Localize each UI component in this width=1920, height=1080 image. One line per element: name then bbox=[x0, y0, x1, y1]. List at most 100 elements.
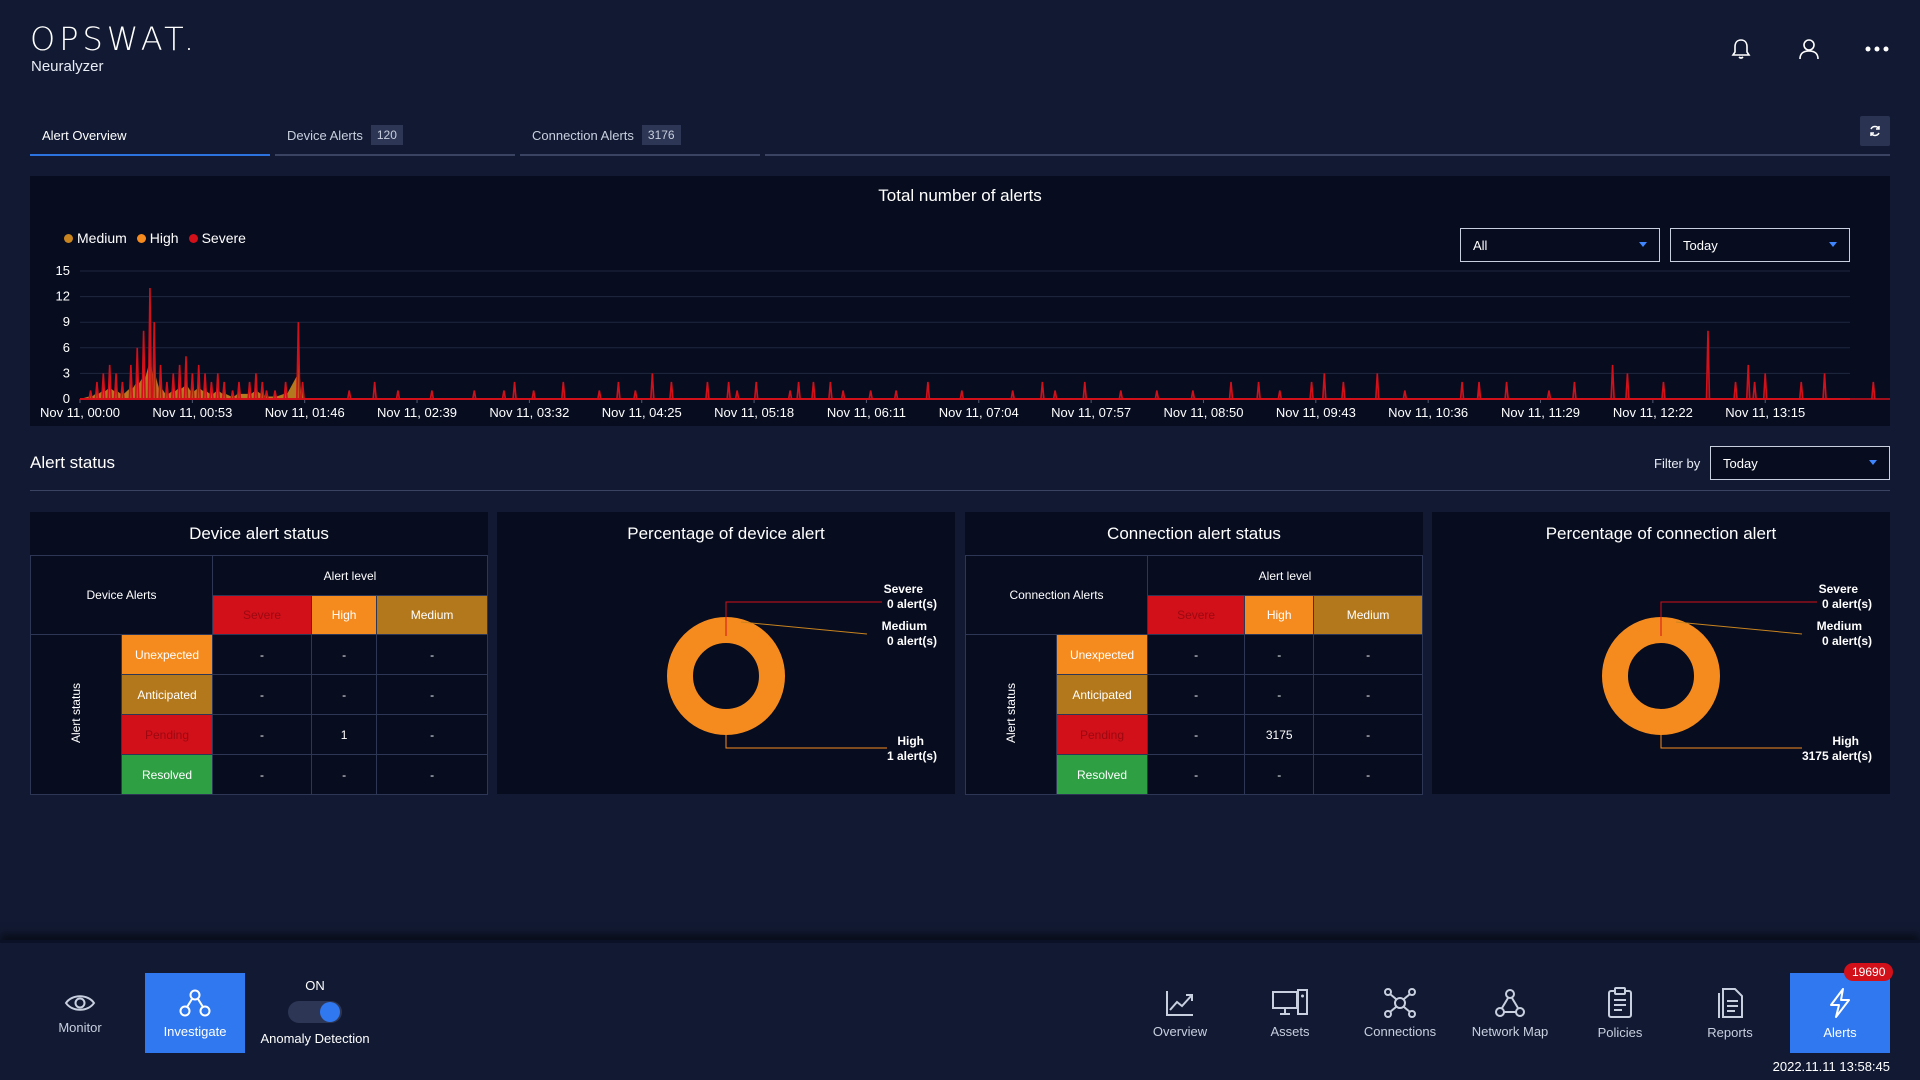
x-tick-label: Nov 11, 08:50 bbox=[1163, 405, 1243, 420]
matrix-cell[interactable]: - bbox=[1244, 754, 1315, 795]
donut-slice-high[interactable] bbox=[1602, 617, 1720, 735]
anomaly-detection-toggle-group: ON Anomaly Detection bbox=[258, 978, 372, 1046]
eye-icon bbox=[64, 994, 96, 1011]
bell-icon[interactable] bbox=[1728, 36, 1754, 62]
legend-dot bbox=[188, 233, 198, 243]
tab-divider bbox=[765, 154, 1890, 156]
matrix-cell[interactable]: - bbox=[310, 634, 378, 675]
alert-type-select[interactable]: All bbox=[1460, 228, 1660, 262]
status-pending: Pending bbox=[121, 714, 213, 755]
legend-dot bbox=[136, 233, 146, 243]
total-alerts-panel: 15 12 9 6 3 0 Nov 11, 00:00 Nov 11, 00:53 Nov 11… bbox=[30, 176, 1890, 426]
matrix-cell[interactable]: - bbox=[376, 754, 488, 795]
matrix-cell[interactable]: - bbox=[212, 714, 312, 755]
matrix-cell[interactable]: - bbox=[212, 634, 312, 675]
nav-overview[interactable]: Overview bbox=[1130, 973, 1230, 1053]
user-icon[interactable] bbox=[1796, 36, 1822, 62]
y-tick-label: 3 bbox=[63, 365, 70, 380]
matrix-cell[interactable]: - bbox=[1313, 634, 1423, 675]
donut-slice-high[interactable] bbox=[667, 617, 785, 735]
leader-line-severe bbox=[1660, 601, 1817, 636]
card-title: Percentage of connection alert bbox=[1545, 524, 1777, 543]
nav-monitor[interactable]: Monitor bbox=[30, 973, 130, 1053]
nav-connections[interactable]: Connections bbox=[1350, 973, 1450, 1053]
more-icon[interactable] bbox=[1864, 36, 1890, 62]
matrix-cell[interactable]: - bbox=[1313, 674, 1423, 715]
matrix-cell[interactable]: 3175 bbox=[1244, 714, 1315, 755]
matrix-cell[interactable]: - bbox=[1146, 754, 1246, 795]
x-tick-label: Nov 11, 06:11 bbox=[827, 405, 906, 420]
matrix-cell[interactable]: 1 bbox=[310, 714, 378, 755]
matrix-cell[interactable]: - bbox=[310, 754, 378, 795]
legend-medium[interactable]: Medium bbox=[64, 230, 127, 246]
matrix-cell[interactable]: - bbox=[376, 714, 488, 755]
donut-label-name: High bbox=[1832, 734, 1859, 748]
x-tick-label: Nov 11, 13:15 bbox=[1725, 405, 1805, 420]
nav-assets[interactable]: Assets bbox=[1240, 973, 1340, 1053]
connection-status-matrix: Connection Alerts Alert level Severe Hig… bbox=[965, 555, 1423, 795]
nav-reports[interactable]: Reports bbox=[1680, 973, 1780, 1053]
tab-connection-alerts[interactable]: Connection Alerts 3176 bbox=[520, 116, 760, 156]
legend-dot bbox=[64, 233, 73, 243]
alert-status-side-label: Alert status bbox=[30, 634, 122, 795]
legend-severe[interactable]: Severe bbox=[188, 230, 246, 246]
alerts-count-badge: 19690 bbox=[1844, 963, 1894, 981]
device-status-matrix: Device Alerts Alert level Severe High Me… bbox=[30, 555, 488, 795]
matrix-cell[interactable]: - bbox=[212, 754, 312, 795]
matrix-cell[interactable]: - bbox=[1313, 754, 1423, 795]
tab-device-alerts[interactable]: Device Alerts 120 bbox=[275, 116, 515, 156]
matrix-cell[interactable]: - bbox=[310, 674, 378, 715]
donut-label-name: Medium bbox=[1817, 619, 1862, 633]
time-range-select[interactable]: Today bbox=[1670, 228, 1850, 262]
lightning-icon bbox=[1830, 987, 1850, 1018]
side-label-text: Alert status bbox=[69, 682, 83, 744]
alert-status-side-label: Alert status bbox=[965, 634, 1057, 795]
section-divider bbox=[30, 490, 1890, 491]
status-pending: Pending bbox=[1056, 714, 1148, 755]
x-tick-label: Nov 11, 05:18 bbox=[714, 405, 794, 420]
refresh-icon bbox=[1870, 125, 1880, 137]
connection-donut-chart: Severe 0 alert(s) Medium 0 alert(s) High… bbox=[1602, 582, 1872, 763]
matrix-cell[interactable]: - bbox=[1146, 634, 1246, 675]
nav-alerts[interactable]: Alerts bbox=[1790, 973, 1890, 1053]
donut-label-name: Severe bbox=[884, 582, 924, 596]
tab-alert-overview[interactable]: Alert Overview bbox=[30, 116, 270, 156]
refresh-button[interactable] bbox=[1860, 116, 1890, 146]
status-resolved: Resolved bbox=[1056, 754, 1148, 795]
matrix-cell[interactable]: - bbox=[376, 674, 488, 715]
x-tick-label: Nov 11, 07:57 bbox=[1051, 405, 1131, 420]
y-tick-label: 6 bbox=[63, 340, 70, 355]
select-value: All bbox=[1473, 237, 1488, 253]
matrix-cell[interactable]: - bbox=[376, 634, 488, 675]
card-title: Percentage of device alert bbox=[627, 524, 825, 543]
matrix-cell[interactable]: - bbox=[1146, 674, 1246, 715]
chart-title: Total number of alerts bbox=[878, 186, 1042, 205]
alert-status-filter-select[interactable]: Today bbox=[1710, 446, 1890, 480]
device-percentage-card: Percentage of device alert Severe 0 aler… bbox=[497, 512, 955, 794]
anomaly-detection-toggle[interactable] bbox=[288, 1001, 342, 1023]
severe-series-line bbox=[80, 288, 1890, 400]
chart-legend: Medium High Severe bbox=[64, 230, 246, 246]
leader-line-severe bbox=[725, 601, 882, 636]
leader-line-medium bbox=[740, 621, 868, 635]
device-donut-chart: Severe 0 alert(s) Medium 0 alert(s) High… bbox=[667, 582, 937, 763]
tab-label: Alert Overview bbox=[42, 127, 127, 143]
nav-label: Alerts bbox=[1823, 1024, 1857, 1040]
matrix-cell[interactable]: - bbox=[1244, 634, 1315, 675]
level-severe: Severe bbox=[212, 595, 312, 635]
matrix-cell[interactable]: - bbox=[1244, 674, 1315, 715]
system-clock: 2022.11.11 13:58:45 bbox=[1772, 1059, 1890, 1074]
chevron-down-icon bbox=[1829, 242, 1837, 247]
nav-label: Monitor bbox=[58, 1019, 102, 1035]
nav-investigate[interactable]: Investigate bbox=[145, 973, 245, 1053]
matrix-cell[interactable]: - bbox=[212, 674, 312, 715]
matrix-cell[interactable]: - bbox=[1313, 714, 1423, 755]
donut-label-name: Medium bbox=[882, 619, 927, 633]
nav-network-map[interactable]: Network Map bbox=[1460, 973, 1560, 1053]
matrix-cell[interactable]: - bbox=[1146, 714, 1246, 755]
legend-label: Severe bbox=[201, 230, 246, 246]
nav-policies[interactable]: Policies bbox=[1570, 973, 1670, 1053]
legend-high[interactable]: High bbox=[136, 230, 179, 246]
donut-label-count: 0 alert(s) bbox=[1822, 634, 1872, 648]
